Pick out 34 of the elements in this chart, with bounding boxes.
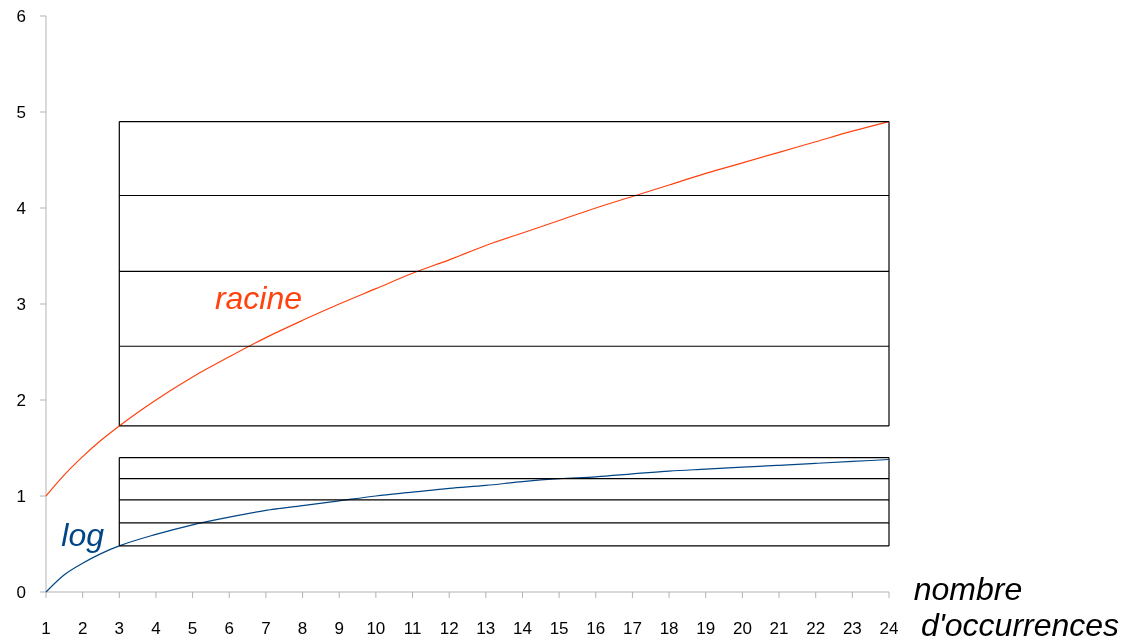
x-tick-label: 13	[476, 619, 496, 638]
x-tick-label: 23	[842, 619, 862, 638]
x-tick-label: 4	[151, 619, 161, 638]
x-tick-label: 8	[297, 619, 308, 638]
x-tick-label: 22	[806, 619, 826, 638]
x-tick-label: 7	[261, 619, 271, 638]
series-label: log	[61, 516, 105, 553]
y-tick-label: 4	[16, 199, 26, 218]
y-tick-label: 5	[16, 103, 26, 122]
x-axis-title: nombre d'occurrences	[913, 571, 1120, 642]
x-tick-label: 17	[622, 619, 642, 638]
y-tick-label: 3	[16, 295, 26, 314]
x-tick-label: 14	[513, 619, 532, 638]
x-tick-label: 15	[549, 619, 569, 638]
x-tick-label: 10	[366, 619, 386, 638]
x-tick-label: 21	[769, 619, 789, 638]
y-tick-label: 1	[16, 487, 26, 506]
x-tick-label: 11	[403, 619, 422, 638]
x-tick-label: 20	[732, 619, 752, 638]
x-tick-label: 19	[696, 619, 716, 638]
x-tick-label: 2	[77, 619, 88, 638]
x-tick-label: 5	[187, 619, 198, 638]
y-tick-label: 0	[16, 583, 26, 602]
y-tick-label: 2	[16, 391, 26, 410]
x-tick-label: 9	[334, 619, 344, 638]
x-tick-label: 16	[586, 619, 606, 638]
x-tick-label: 24	[879, 619, 899, 638]
x-tick-label: 3	[114, 619, 125, 638]
x-tick-label: 1	[41, 619, 51, 638]
x-tick-label: 12	[439, 619, 459, 638]
series-label: racine	[214, 279, 303, 316]
x-tick-label: 6	[224, 619, 234, 638]
y-tick-label: 6	[16, 7, 26, 26]
x-tick-label: 18	[659, 619, 679, 638]
